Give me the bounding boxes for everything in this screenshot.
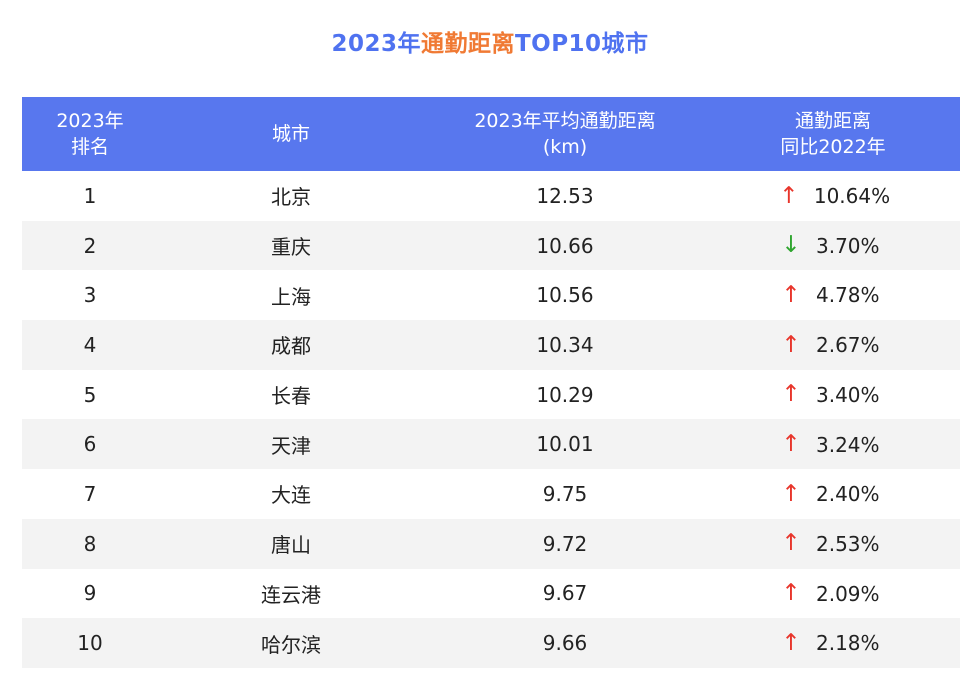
distance-cell: 12.53 (536, 183, 594, 208)
table-row: 1 北京 12.53 ↑ 10.64% (22, 171, 960, 221)
header-rank-line1: 2023年 (56, 110, 124, 132)
change-value: 2.09% (816, 581, 880, 606)
distance-cell: 9.67 (542, 581, 588, 606)
arrow-up-icon: ↑ (781, 580, 801, 607)
rank-cell: 6 (83, 432, 97, 457)
distance-cell: 9.75 (542, 481, 588, 506)
table-row: 4 成都 10.34 ↑ 2.67% (22, 320, 960, 370)
header-distance-line1: 2023年平均通勤距离 (474, 110, 656, 132)
header-change-line2: 同比2022年 (780, 136, 886, 158)
rank-cell: 5 (83, 382, 97, 407)
change-cell: ↑ 2.40% (706, 469, 960, 519)
change-group: ↑ 3.40% (778, 383, 888, 407)
table-header-row: 2023年排名 城市 2023年平均通勤距离 (km) 通勤距离同比2022年 (22, 97, 960, 171)
change-cell: ↑ 10.64% (706, 171, 960, 221)
city-cell: 成都 (271, 334, 311, 359)
header-city: 城市 (271, 123, 310, 145)
change-cell: ↑ 2.67% (706, 320, 960, 370)
table-row: 7 大连 9.75 ↑ 2.40% (22, 469, 960, 519)
change-group: ↑ 2.67% (778, 333, 888, 357)
header-rank-line2: 排名 (70, 136, 109, 158)
table-row: 8 唐山 9.72 ↑ 2.53% (22, 518, 960, 569)
table-row: 5 长春 10.29 ↑ 3.40% (22, 370, 960, 420)
change-cell: ↑ 3.24% (706, 419, 960, 469)
rank-cell: 10 (77, 631, 103, 656)
city-cell: 大连 (271, 483, 311, 508)
title-highlight: 通勤距离 (420, 31, 515, 57)
header-change-line1: 通勤距离 (794, 110, 871, 132)
arrow-up-icon: ↑ (781, 480, 801, 507)
rank-cell: 1 (83, 183, 97, 208)
distance-cell: 10.66 (536, 233, 594, 258)
chart-title: 2023年通勤距离TOP10城市 (0, 24, 980, 58)
city-cell: 重庆 (271, 235, 311, 260)
change-value: 10.64% (813, 184, 891, 209)
rank-cell: 3 (83, 283, 97, 308)
city-cell: 唐山 (271, 533, 311, 558)
rank-cell: 4 (83, 332, 97, 357)
distance-cell: 10.29 (536, 382, 594, 407)
arrow-down-icon: ↓ (781, 232, 801, 259)
change-group: ↓ 3.70% (778, 234, 888, 258)
rank-cell: 8 (83, 531, 97, 556)
table-row: 6 天津 10.01 ↑ 3.24% (22, 419, 960, 470)
header-change: 通勤距离同比2022年 (706, 97, 960, 171)
change-value: 2.40% (816, 482, 880, 507)
header-rank: 2023年排名 (22, 97, 158, 171)
change-cell: ↑ 2.53% (706, 519, 960, 569)
change-value: 2.18% (816, 631, 880, 656)
arrow-up-icon: ↑ (781, 331, 801, 358)
change-group: ↑ 2.40% (778, 482, 888, 506)
change-value: 3.40% (816, 382, 880, 407)
change-cell: ↑ 2.09% (706, 569, 960, 619)
change-cell: ↓ 3.70% (706, 221, 960, 271)
arrow-up-icon: ↑ (781, 530, 801, 557)
distance-cell: 9.66 (542, 631, 588, 656)
table-row: 10 哈尔滨 9.66 ↑ 2.18% (22, 618, 960, 668)
change-group: ↑ 4.78% (778, 283, 888, 307)
arrow-up-icon: ↑ (779, 182, 799, 209)
commute-table: 2023年排名 城市 2023年平均通勤距离 (km) 通勤距离同比2022年 1… (22, 97, 960, 668)
distance-cell: 10.34 (536, 332, 594, 357)
rank-cell: 9 (83, 581, 97, 606)
table-row: 3 上海 10.56 ↑ 4.78% (22, 270, 960, 320)
change-cell: ↑ 3.40% (706, 370, 960, 420)
title-suffix: TOP10城市 (514, 31, 649, 57)
distance-cell: 10.01 (536, 432, 594, 457)
arrow-up-icon: ↑ (781, 629, 801, 656)
change-group: ↑ 2.18% (778, 631, 888, 655)
table-body: 1 北京 12.53 ↑ 10.64% 2 重庆 10.66 ↓ 3.70% 3 上海 10.56 ↑ 4.… (22, 171, 960, 668)
city-cell: 哈尔滨 (261, 632, 321, 657)
header-distance: 2023年平均通勤距离 (km) (424, 97, 706, 171)
change-group: ↑ 10.64% (776, 184, 890, 208)
change-value: 2.53% (816, 531, 880, 556)
change-group: ↑ 2.53% (778, 532, 888, 556)
change-value: 2.67% (816, 333, 880, 358)
table-row: 2 重庆 10.66 ↓ 3.70% (22, 220, 960, 271)
rank-cell: 2 (83, 233, 97, 258)
change-value: 3.70% (816, 233, 880, 258)
change-cell: ↑ 4.78% (706, 270, 960, 320)
table-row: 9 连云港 9.67 ↑ 2.09% (22, 569, 960, 619)
title-prefix: 2023年 (331, 31, 421, 57)
change-group: ↑ 2.09% (778, 582, 888, 606)
arrow-up-icon: ↑ (781, 381, 801, 408)
city-cell: 天津 (271, 433, 311, 458)
city-cell: 连云港 (261, 582, 321, 607)
header-distance-line2: (km) (542, 136, 588, 158)
distance-cell: 9.72 (542, 531, 588, 556)
change-cell: ↑ 2.18% (706, 618, 960, 668)
city-cell: 北京 (271, 185, 311, 210)
city-cell: 上海 (271, 284, 311, 309)
rank-cell: 7 (83, 481, 97, 506)
change-value: 3.24% (816, 432, 880, 457)
arrow-up-icon: ↑ (781, 281, 801, 308)
city-cell: 长春 (271, 384, 311, 409)
distance-cell: 10.56 (536, 283, 594, 308)
change-group: ↑ 3.24% (778, 433, 888, 457)
change-value: 4.78% (816, 283, 880, 308)
arrow-up-icon: ↑ (781, 431, 801, 458)
